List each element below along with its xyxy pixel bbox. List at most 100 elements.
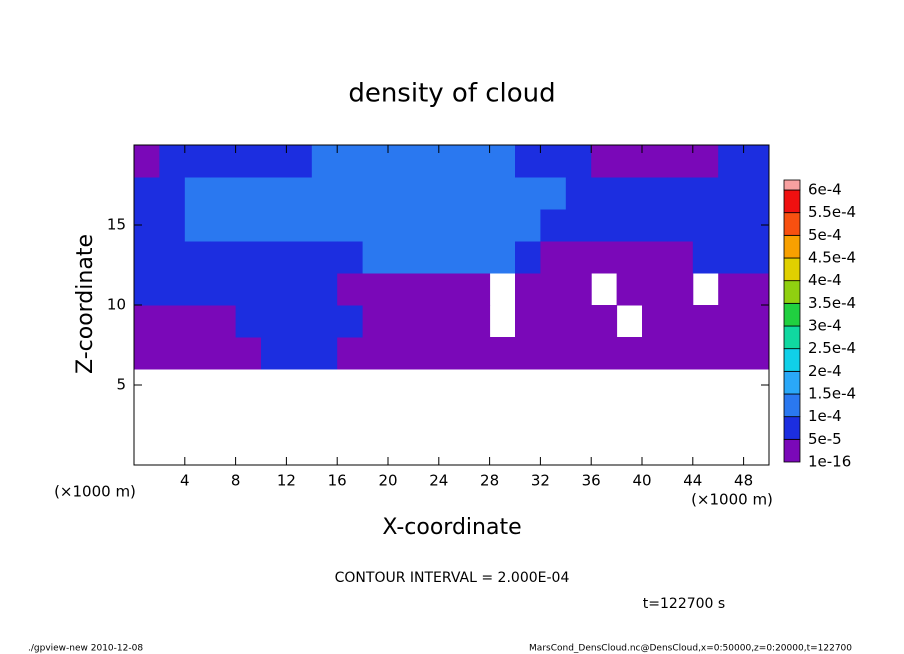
cell bbox=[540, 209, 567, 242]
y-tick-label: 15 bbox=[107, 216, 126, 234]
cell bbox=[184, 209, 211, 242]
cell bbox=[286, 177, 313, 210]
colorbar-box bbox=[783, 348, 801, 372]
cell bbox=[540, 177, 567, 210]
cell bbox=[362, 337, 389, 370]
cell bbox=[286, 273, 313, 306]
cell bbox=[286, 145, 313, 178]
cell bbox=[362, 177, 389, 210]
cell bbox=[591, 209, 618, 242]
colorbar-label: 1.5e-4 bbox=[808, 385, 856, 403]
cell bbox=[667, 241, 694, 274]
cell bbox=[286, 337, 313, 370]
cell bbox=[311, 305, 338, 338]
cell bbox=[692, 145, 719, 178]
cell bbox=[616, 241, 643, 274]
colorbar-box bbox=[783, 189, 801, 214]
cell bbox=[159, 305, 186, 338]
x-tick-label: 40 bbox=[632, 472, 651, 490]
field bbox=[134, 145, 770, 370]
x-tick-label: 8 bbox=[231, 472, 241, 490]
cell bbox=[311, 273, 338, 306]
colorbar-box bbox=[783, 370, 801, 395]
cell bbox=[413, 273, 440, 306]
cell bbox=[438, 273, 465, 306]
cell bbox=[235, 209, 262, 242]
cell bbox=[718, 241, 745, 274]
cell bbox=[489, 177, 516, 210]
cell bbox=[134, 145, 160, 178]
x-tick-label: 24 bbox=[429, 472, 448, 490]
cell bbox=[438, 305, 465, 338]
footer-right: MarsCond_DensCloud.nc@DensCloud,x=0:5000… bbox=[529, 644, 852, 654]
cell bbox=[413, 209, 440, 242]
colorbar-label: 1e-16 bbox=[808, 453, 851, 471]
cell bbox=[235, 273, 262, 306]
cell bbox=[489, 145, 516, 178]
cell bbox=[337, 273, 364, 306]
colorbar-box bbox=[783, 438, 801, 463]
cell bbox=[515, 273, 541, 306]
colorbar-box bbox=[783, 280, 801, 304]
cell bbox=[464, 145, 491, 178]
cell bbox=[311, 145, 338, 178]
y-tick-label: 10 bbox=[107, 296, 126, 314]
cell bbox=[591, 337, 618, 370]
cell bbox=[134, 305, 160, 338]
cell bbox=[210, 177, 237, 210]
cell bbox=[388, 305, 414, 338]
colorbar-label: 6e-4 bbox=[808, 181, 842, 199]
cell bbox=[565, 241, 592, 274]
cell bbox=[261, 337, 287, 370]
cell bbox=[642, 337, 668, 370]
colorbar-label: 4.5e-4 bbox=[808, 249, 856, 267]
colorbar-label: 5e-4 bbox=[808, 226, 842, 244]
cell bbox=[667, 177, 694, 210]
cell bbox=[540, 241, 567, 274]
cell bbox=[184, 241, 211, 274]
cell bbox=[642, 209, 668, 242]
cell bbox=[362, 145, 389, 178]
colorbar-box bbox=[783, 212, 801, 236]
cell bbox=[438, 241, 465, 274]
x-unit: (×1000 m) bbox=[691, 491, 773, 509]
cell bbox=[413, 177, 440, 210]
x-axis-label: X-coordinate bbox=[382, 515, 521, 540]
chart-title: density of cloud bbox=[348, 79, 555, 109]
cell bbox=[184, 177, 211, 210]
colorbar-label: 3e-4 bbox=[808, 317, 842, 335]
cell bbox=[464, 177, 491, 210]
cell bbox=[184, 273, 211, 306]
cell bbox=[134, 177, 160, 210]
cell bbox=[337, 305, 364, 338]
cell bbox=[362, 273, 389, 306]
cell bbox=[718, 305, 745, 338]
cell bbox=[743, 337, 770, 370]
colorbar-box bbox=[783, 257, 801, 282]
cell bbox=[184, 337, 211, 370]
colorbar-label: 5.5e-4 bbox=[808, 203, 856, 221]
x-tick-label: 36 bbox=[582, 472, 601, 490]
cell bbox=[235, 337, 262, 370]
colorbar-label: 3.5e-4 bbox=[808, 294, 856, 312]
cell bbox=[413, 337, 440, 370]
cell bbox=[311, 177, 338, 210]
cell bbox=[311, 209, 338, 242]
colorbar-box bbox=[783, 234, 801, 259]
cell bbox=[489, 337, 516, 370]
colorbar-box bbox=[783, 179, 801, 191]
cell bbox=[642, 145, 668, 178]
cell bbox=[210, 337, 237, 370]
y-tick-label: 5 bbox=[116, 376, 126, 394]
cell bbox=[261, 177, 287, 210]
cell bbox=[591, 145, 618, 178]
cell bbox=[388, 145, 414, 178]
cell bbox=[210, 145, 237, 178]
cell bbox=[667, 337, 694, 370]
colorbar-label: 2e-4 bbox=[808, 362, 842, 380]
cell bbox=[337, 241, 364, 274]
cell bbox=[413, 145, 440, 178]
cell bbox=[489, 241, 516, 274]
x-tick-label: 32 bbox=[531, 472, 550, 490]
